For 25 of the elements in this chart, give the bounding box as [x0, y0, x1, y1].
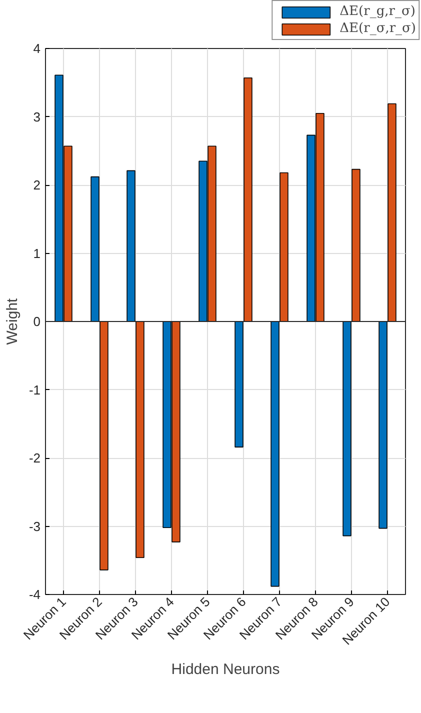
- bar: [136, 321, 144, 558]
- bar: [352, 168, 360, 322]
- x-axis-title: Hidden Neurons: [171, 661, 280, 678]
- legend-label: ΔE(r_g,r_σ): [340, 4, 416, 19]
- bar: [90, 176, 100, 322]
- legend-label: ΔE(r_σ,r_σ): [340, 21, 416, 36]
- bar: [270, 321, 280, 587]
- y-tick-label: 0: [33, 314, 41, 329]
- y-axis-title: Weight: [4, 297, 21, 345]
- y-tick-label: -3: [28, 518, 41, 534]
- y-tick-label: 1: [33, 246, 41, 261]
- y-tick-label: 4: [33, 41, 41, 56]
- bar: [378, 321, 388, 529]
- y-tick-label: -1: [28, 382, 41, 398]
- bar: [100, 321, 108, 570]
- y-tick-label: 2: [33, 178, 41, 192]
- bar: [280, 172, 288, 322]
- bar: [388, 103, 396, 322]
- bar: [342, 321, 352, 536]
- y-tick-label: -2: [28, 450, 41, 466]
- bar: [234, 321, 244, 448]
- y-tick-label: 3: [33, 109, 41, 124]
- bar: [126, 170, 136, 322]
- y-tick-label: -4: [28, 587, 41, 602]
- bar: [244, 77, 252, 322]
